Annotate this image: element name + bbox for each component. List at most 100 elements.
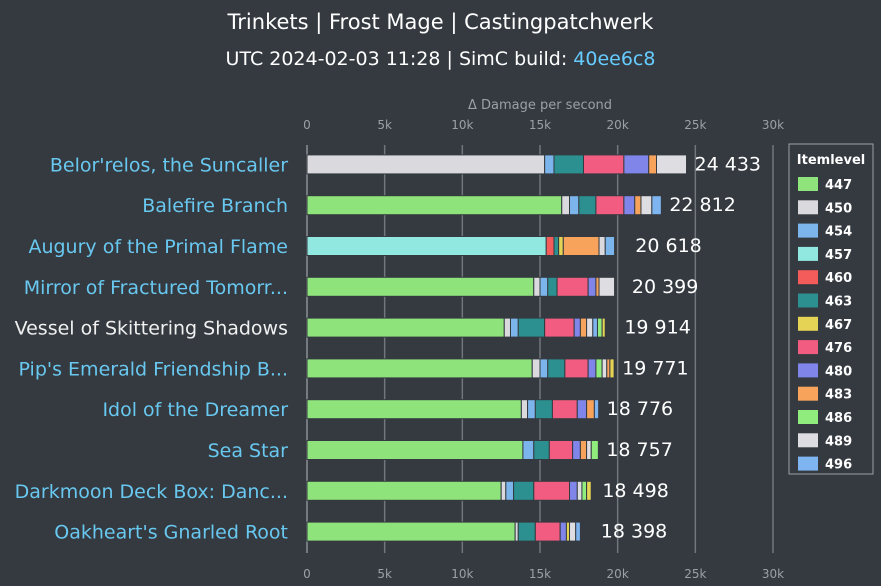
bar-segment[interactable]: [590, 440, 599, 460]
bar-segment[interactable]: [651, 195, 662, 216]
bar-segment[interactable]: [306, 317, 505, 338]
legend-item[interactable]: 496: [798, 456, 852, 473]
legend-item[interactable]: 483: [798, 386, 852, 403]
bar-segment[interactable]: [533, 276, 541, 297]
bar-segment[interactable]: [575, 521, 581, 542]
bar-segment[interactable]: [503, 317, 511, 338]
bar-segment[interactable]: [579, 440, 588, 460]
legend-item[interactable]: 480: [798, 363, 852, 379]
bar-segment[interactable]: [586, 480, 592, 501]
bar-segment[interactable]: [527, 399, 536, 420]
bar-segment[interactable]: [578, 195, 597, 216]
bar-segment[interactable]: [582, 154, 625, 175]
legend-item[interactable]: 463: [798, 293, 852, 310]
bar-row[interactable]: [306, 480, 592, 501]
legend-item[interactable]: 486: [798, 410, 852, 426]
bar-segment[interactable]: [592, 317, 598, 338]
bar-segment[interactable]: [505, 480, 515, 501]
bar-row[interactable]: [306, 236, 616, 256]
bar-segment[interactable]: [551, 399, 578, 420]
bar-segment[interactable]: [586, 399, 595, 420]
bar-segment[interactable]: [534, 399, 553, 420]
bar-segment[interactable]: [593, 399, 600, 420]
bar-row[interactable]: [306, 440, 599, 460]
legend-item[interactable]: 454: [798, 223, 852, 240]
bar-segment[interactable]: [601, 317, 606, 338]
bar-segment[interactable]: [601, 358, 608, 379]
bar-segment[interactable]: [581, 480, 588, 501]
bar-segment[interactable]: [596, 317, 603, 338]
bar-segment[interactable]: [573, 317, 581, 338]
legend-item[interactable]: 489: [798, 433, 852, 449]
bar-segment[interactable]: [656, 154, 688, 175]
bar-segment[interactable]: [586, 317, 594, 338]
bar-segment[interactable]: [586, 440, 592, 460]
legend-item[interactable]: 467: [798, 316, 852, 333]
legend-item[interactable]: 450: [798, 200, 852, 216]
bar-segment[interactable]: [634, 195, 642, 216]
bar-segment[interactable]: [598, 236, 606, 256]
bar-segment[interactable]: [623, 154, 650, 175]
bar-segment[interactable]: [306, 276, 535, 297]
bar-segment[interactable]: [539, 276, 549, 297]
bar-segment[interactable]: [522, 440, 535, 460]
bar-segment[interactable]: [547, 276, 558, 297]
bar-segment[interactable]: [531, 358, 541, 379]
bar-segment[interactable]: [306, 480, 502, 501]
bar-segment[interactable]: [547, 358, 566, 379]
bar-row[interactable]: [306, 276, 616, 297]
bar-segment[interactable]: [562, 236, 600, 256]
bar-segment[interactable]: [544, 317, 575, 338]
bar-row[interactable]: [306, 317, 606, 338]
bar-segment[interactable]: [576, 480, 583, 501]
bar-segment[interactable]: [558, 236, 564, 256]
bar-segment[interactable]: [517, 521, 536, 542]
bar-segment[interactable]: [640, 195, 653, 216]
bar-segment[interactable]: [559, 521, 567, 542]
bar-segment[interactable]: [533, 440, 550, 460]
bar-segment[interactable]: [561, 195, 571, 216]
bar-segment[interactable]: [576, 399, 588, 420]
bar-segment[interactable]: [569, 480, 578, 501]
bar-segment[interactable]: [579, 317, 588, 338]
bar-row[interactable]: [306, 195, 662, 216]
build-link[interactable]: 40ee6c8: [573, 48, 656, 70]
bar-segment[interactable]: [306, 440, 524, 460]
bar-segment[interactable]: [544, 154, 555, 175]
legend-item[interactable]: 460: [798, 270, 852, 286]
bar-segment[interactable]: [598, 276, 616, 297]
bar-segment[interactable]: [648, 154, 658, 175]
bar-segment[interactable]: [534, 521, 561, 542]
bar-segment[interactable]: [569, 195, 580, 216]
bar-segment[interactable]: [556, 276, 589, 297]
bar-row[interactable]: [306, 154, 688, 175]
bar-row[interactable]: [306, 399, 600, 420]
bar-segment[interactable]: [513, 480, 535, 501]
bar-segment[interactable]: [539, 358, 549, 379]
bar-segment[interactable]: [572, 440, 581, 460]
bar-segment[interactable]: [520, 399, 529, 420]
legend-item[interactable]: 457: [798, 246, 852, 263]
bar-segment[interactable]: [609, 358, 615, 379]
bar-segment[interactable]: [569, 521, 577, 542]
bar-segment[interactable]: [553, 154, 584, 175]
bar-row[interactable]: [306, 358, 615, 379]
bar-segment[interactable]: [548, 440, 574, 460]
legend-item[interactable]: 447: [798, 177, 852, 193]
bar-segment[interactable]: [587, 358, 597, 379]
bar-segment[interactable]: [553, 236, 560, 256]
bar-segment[interactable]: [517, 317, 546, 338]
bar-segment[interactable]: [306, 399, 522, 420]
bar-segment[interactable]: [587, 276, 597, 297]
bar-segment[interactable]: [533, 480, 571, 501]
bar-row[interactable]: [306, 521, 581, 542]
bar-segment[interactable]: [595, 195, 625, 216]
bar-segment[interactable]: [306, 358, 533, 379]
bar-segment[interactable]: [509, 317, 519, 338]
bar-segment[interactable]: [306, 236, 547, 256]
bar-segment[interactable]: [545, 236, 555, 256]
bar-segment[interactable]: [564, 358, 589, 379]
bar-segment[interactable]: [500, 480, 507, 501]
bar-segment[interactable]: [306, 521, 516, 542]
bar-segment[interactable]: [623, 195, 636, 216]
